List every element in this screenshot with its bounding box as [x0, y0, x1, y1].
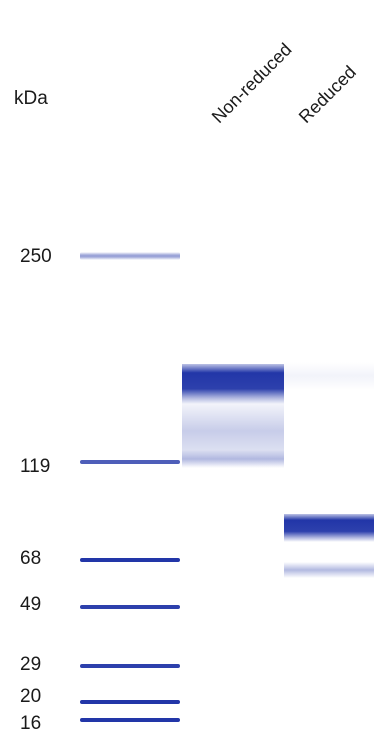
ladder-lane	[80, 230, 180, 730]
ladder-band-119	[80, 460, 180, 464]
mw-label-29: 29	[20, 654, 42, 675]
sample-band-main	[182, 364, 284, 404]
sample-band-faint	[284, 362, 374, 390]
mw-label-20: 20	[20, 686, 42, 707]
unit-label: kDa	[14, 88, 48, 109]
ladder-band-49	[80, 605, 180, 609]
ladder-band-68	[80, 558, 180, 562]
sample-band-minor	[182, 450, 284, 468]
ladder-band-250	[80, 252, 180, 260]
sample-band-smear	[182, 396, 284, 466]
mw-label-68: 68	[20, 548, 42, 569]
mw-label-250: 250	[20, 246, 52, 267]
mw-label-119: 119	[20, 456, 51, 477]
sample-lane-reduced	[284, 340, 374, 600]
sample-band-main	[284, 514, 374, 542]
mw-label-49: 49	[20, 594, 42, 615]
ladder-band-29	[80, 664, 180, 668]
ladder-band-16	[80, 718, 180, 722]
lane-header-non-reduced: Non-reduced	[207, 39, 296, 127]
mw-label-16: 16	[20, 713, 42, 734]
lane-header-reduced: Reduced	[294, 61, 360, 128]
sample-band-minor	[284, 562, 374, 578]
sample-lane-non-reduced	[182, 340, 284, 500]
ladder-band-20	[80, 700, 180, 704]
